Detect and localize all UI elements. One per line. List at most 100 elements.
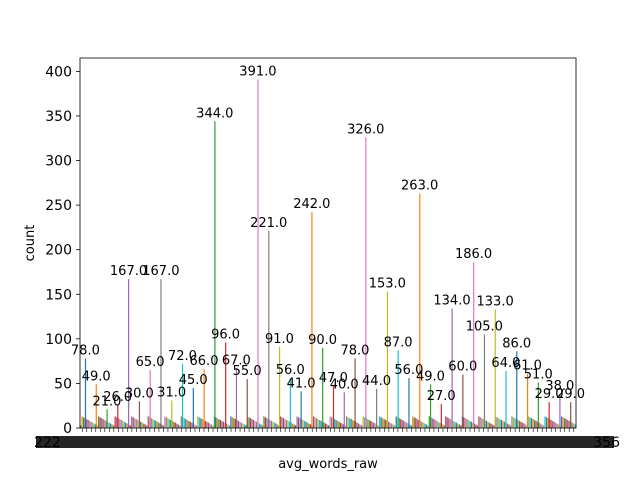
bar — [162, 425, 164, 428]
bar — [218, 419, 220, 428]
bar — [404, 421, 406, 428]
bar — [132, 417, 134, 428]
bars-layer — [80, 79, 576, 429]
bar — [299, 418, 301, 428]
bar — [174, 422, 176, 428]
bar — [344, 425, 346, 428]
bar — [562, 417, 564, 428]
bar — [294, 425, 297, 428]
bar — [479, 417, 482, 428]
bar — [542, 425, 545, 428]
bar — [177, 424, 179, 428]
bar — [376, 388, 378, 428]
x-tick-label: 356 — [593, 435, 620, 451]
bar — [164, 416, 166, 428]
bar — [466, 419, 468, 428]
bar — [317, 419, 319, 428]
bar — [153, 419, 155, 428]
bar — [104, 419, 106, 428]
bar — [315, 418, 318, 428]
bar — [297, 417, 300, 428]
bar — [502, 420, 504, 428]
data-label: 87.0 — [384, 335, 413, 350]
bar — [306, 422, 309, 428]
bar — [516, 351, 518, 428]
data-label: 30.0 — [125, 386, 154, 401]
bar — [156, 421, 158, 428]
bar — [285, 419, 288, 428]
bar — [204, 420, 206, 428]
bar — [361, 425, 363, 428]
bar — [152, 419, 154, 428]
bar — [207, 422, 209, 428]
bar — [568, 420, 570, 428]
data-label: 38.0 — [545, 379, 574, 394]
bar — [331, 417, 333, 428]
bar — [335, 419, 337, 428]
bar — [248, 417, 250, 428]
data-label: 78.0 — [340, 343, 369, 358]
bar — [179, 425, 181, 428]
bar — [318, 419, 321, 428]
bar — [379, 416, 381, 428]
data-label: 31.0 — [157, 385, 186, 400]
data-label: 51.0 — [524, 368, 553, 383]
data-label: 60.0 — [448, 360, 477, 375]
bar — [473, 262, 475, 428]
data-label: 56.0 — [394, 363, 423, 378]
bar — [482, 419, 485, 428]
bar — [113, 425, 115, 428]
bar — [101, 418, 103, 428]
bar — [147, 416, 149, 428]
bar — [365, 137, 367, 428]
bar — [126, 423, 128, 428]
bar — [87, 419, 89, 428]
bar — [392, 424, 394, 428]
bar — [192, 387, 194, 428]
bar — [445, 416, 447, 428]
bar — [439, 422, 441, 428]
y-axis: 0 50 100 150 200 250 300 350 400 — [45, 64, 80, 437]
bar — [231, 417, 234, 428]
bar — [255, 421, 258, 428]
bar — [122, 420, 124, 428]
bar — [458, 424, 460, 428]
bar — [198, 417, 200, 428]
bar — [386, 291, 389, 428]
data-label: 27.0 — [427, 389, 456, 404]
bar — [293, 424, 295, 428]
bar — [505, 370, 507, 428]
bar — [303, 420, 306, 428]
bar — [395, 416, 397, 428]
bar — [329, 416, 331, 428]
bar — [332, 386, 335, 428]
bar — [421, 421, 423, 428]
bar — [349, 418, 351, 428]
bar — [324, 423, 327, 428]
bar — [185, 419, 187, 428]
bar — [120, 419, 122, 428]
bar — [419, 193, 421, 428]
x-axis-title: avg_words_raw — [278, 457, 378, 472]
data-label: 186.0 — [455, 247, 492, 262]
bar — [469, 420, 471, 428]
bar — [137, 419, 139, 428]
bar — [243, 424, 246, 428]
bar — [418, 419, 420, 428]
bar — [452, 420, 454, 428]
data-label: 91.0 — [265, 332, 294, 347]
bar — [117, 404, 119, 428]
bar — [160, 279, 162, 428]
bar — [270, 420, 273, 428]
bar — [358, 423, 360, 428]
data-label: 40.0 — [330, 377, 359, 392]
data-label: 221.0 — [250, 216, 287, 231]
data-label: 56.0 — [276, 363, 305, 378]
bar — [520, 421, 522, 428]
bar — [517, 419, 519, 428]
bar — [261, 425, 264, 428]
bar — [150, 418, 152, 428]
bar — [111, 424, 113, 428]
bar — [449, 419, 451, 428]
bar — [382, 418, 384, 428]
